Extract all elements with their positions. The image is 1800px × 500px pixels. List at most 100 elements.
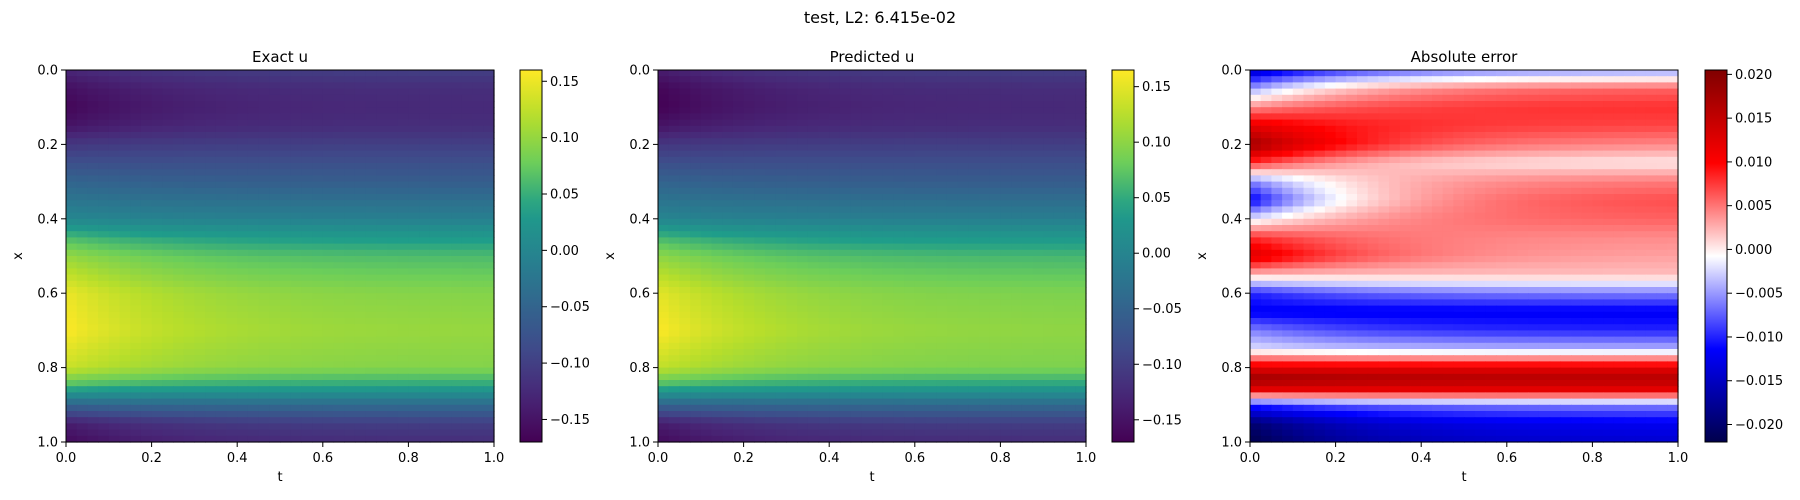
heatmap-cell — [1075, 113, 1087, 121]
heatmap-cell — [354, 212, 367, 220]
heatmap-cell — [786, 113, 798, 121]
heatmap-cell — [215, 398, 228, 406]
heatmap-cell — [365, 311, 377, 319]
heatmap-cell — [925, 194, 937, 201]
heatmap-cell — [87, 82, 99, 90]
heatmap-cell — [280, 94, 292, 102]
heatmap-cell — [1292, 82, 1305, 90]
heatmap-cell — [354, 187, 367, 195]
heatmap-cell — [765, 200, 777, 207]
heatmap-cell — [87, 212, 99, 220]
heatmap-cell — [333, 287, 345, 294]
heatmap-cell — [140, 256, 153, 263]
colorbar: −0.15−0.10−0.050.000.050.100.15 — [1111, 69, 1182, 443]
heatmap-cell — [215, 132, 228, 139]
heatmap-cell — [690, 287, 702, 294]
heatmap-cell — [690, 429, 702, 437]
heatmap-cell — [872, 367, 884, 375]
axes-frame — [657, 69, 1087, 443]
heatmap-cell — [461, 380, 474, 387]
heatmap-cell — [904, 206, 916, 214]
heatmap-cell — [162, 113, 174, 121]
heatmap-cell — [957, 349, 969, 356]
heatmap-cell — [1271, 82, 1283, 90]
heatmap-cell — [1032, 76, 1044, 83]
heatmap-cell — [440, 367, 452, 375]
heatmap-cell — [1011, 398, 1023, 406]
heatmap-cell — [322, 169, 335, 176]
heatmap-cell — [979, 150, 991, 158]
heatmap-cell — [1064, 355, 1076, 362]
heatmap-cell — [829, 367, 841, 375]
heatmap-cell — [829, 101, 841, 108]
y-tick-label: 0.2 — [629, 138, 650, 153]
heatmap-cell — [946, 82, 959, 90]
heatmap-cell — [1043, 82, 1055, 90]
heatmap-cell — [754, 70, 766, 77]
heatmap-cell — [301, 386, 313, 393]
heatmap-cell — [914, 70, 927, 77]
heatmap-cell — [1032, 113, 1044, 121]
heatmap-cell — [66, 411, 78, 418]
heatmap-cell — [440, 206, 452, 214]
heatmap-cell — [807, 175, 820, 183]
heatmap-cell — [237, 367, 249, 375]
heatmap-cell — [861, 163, 873, 170]
heatmap-cell — [722, 125, 734, 133]
heatmap-cell — [679, 392, 691, 400]
heatmap-cell — [429, 156, 442, 164]
heatmap-cell — [1043, 200, 1055, 207]
heatmap-cell — [1064, 206, 1076, 214]
heatmap-cell — [397, 206, 409, 214]
heatmap-cell — [882, 417, 894, 424]
heatmap-cell — [451, 274, 463, 282]
heatmap-cell — [711, 349, 723, 356]
heatmap-cell — [173, 361, 185, 369]
heatmap-cell — [290, 156, 302, 164]
heatmap-cell — [1011, 336, 1023, 344]
heatmap-cell — [451, 181, 463, 189]
heatmap-cell — [882, 88, 894, 96]
heatmap-cell — [215, 138, 228, 145]
heatmap-cell — [365, 299, 377, 307]
heatmap-cell — [312, 231, 324, 238]
heatmap-cell — [1011, 324, 1023, 331]
heatmap-cell — [893, 299, 905, 307]
heatmap-cell — [1075, 144, 1087, 152]
heatmap-cell — [861, 311, 873, 319]
heatmap-cell — [376, 324, 388, 331]
heatmap-cell — [194, 70, 206, 77]
heatmap-cell — [1000, 392, 1012, 400]
heatmap-cell — [1053, 373, 1066, 381]
heatmap-cell — [882, 293, 894, 300]
heatmap-cell — [290, 423, 302, 431]
heatmap-cell — [151, 212, 163, 220]
heatmap-cell — [743, 132, 755, 139]
heatmap-cell — [1075, 311, 1087, 319]
heatmap-cell — [946, 293, 959, 300]
heatmap-cell — [440, 324, 452, 331]
heatmap-cell — [87, 206, 99, 214]
heatmap-cell — [1043, 299, 1055, 307]
heatmap-cell — [365, 237, 377, 245]
heatmap-cell — [818, 305, 830, 313]
heatmap-cell — [690, 231, 702, 238]
heatmap-cell — [872, 392, 884, 400]
heatmap-cell — [968, 429, 980, 437]
heatmap-cell — [461, 138, 474, 145]
heatmap-cell — [76, 404, 88, 412]
heatmap-cell — [925, 231, 937, 238]
heatmap-cell — [461, 94, 474, 102]
heatmap-cell — [765, 336, 777, 344]
heatmap-cell — [775, 318, 787, 325]
heatmap-cell — [1000, 206, 1012, 214]
heatmap-cell — [365, 156, 377, 164]
heatmap-cell — [946, 411, 959, 418]
heatmap-cell — [925, 82, 937, 90]
heatmap-cell — [397, 386, 409, 393]
heatmap-cell — [829, 70, 841, 77]
heatmap-cell — [194, 324, 206, 331]
heatmap-cell — [194, 355, 206, 362]
heatmap-cell — [269, 318, 281, 325]
